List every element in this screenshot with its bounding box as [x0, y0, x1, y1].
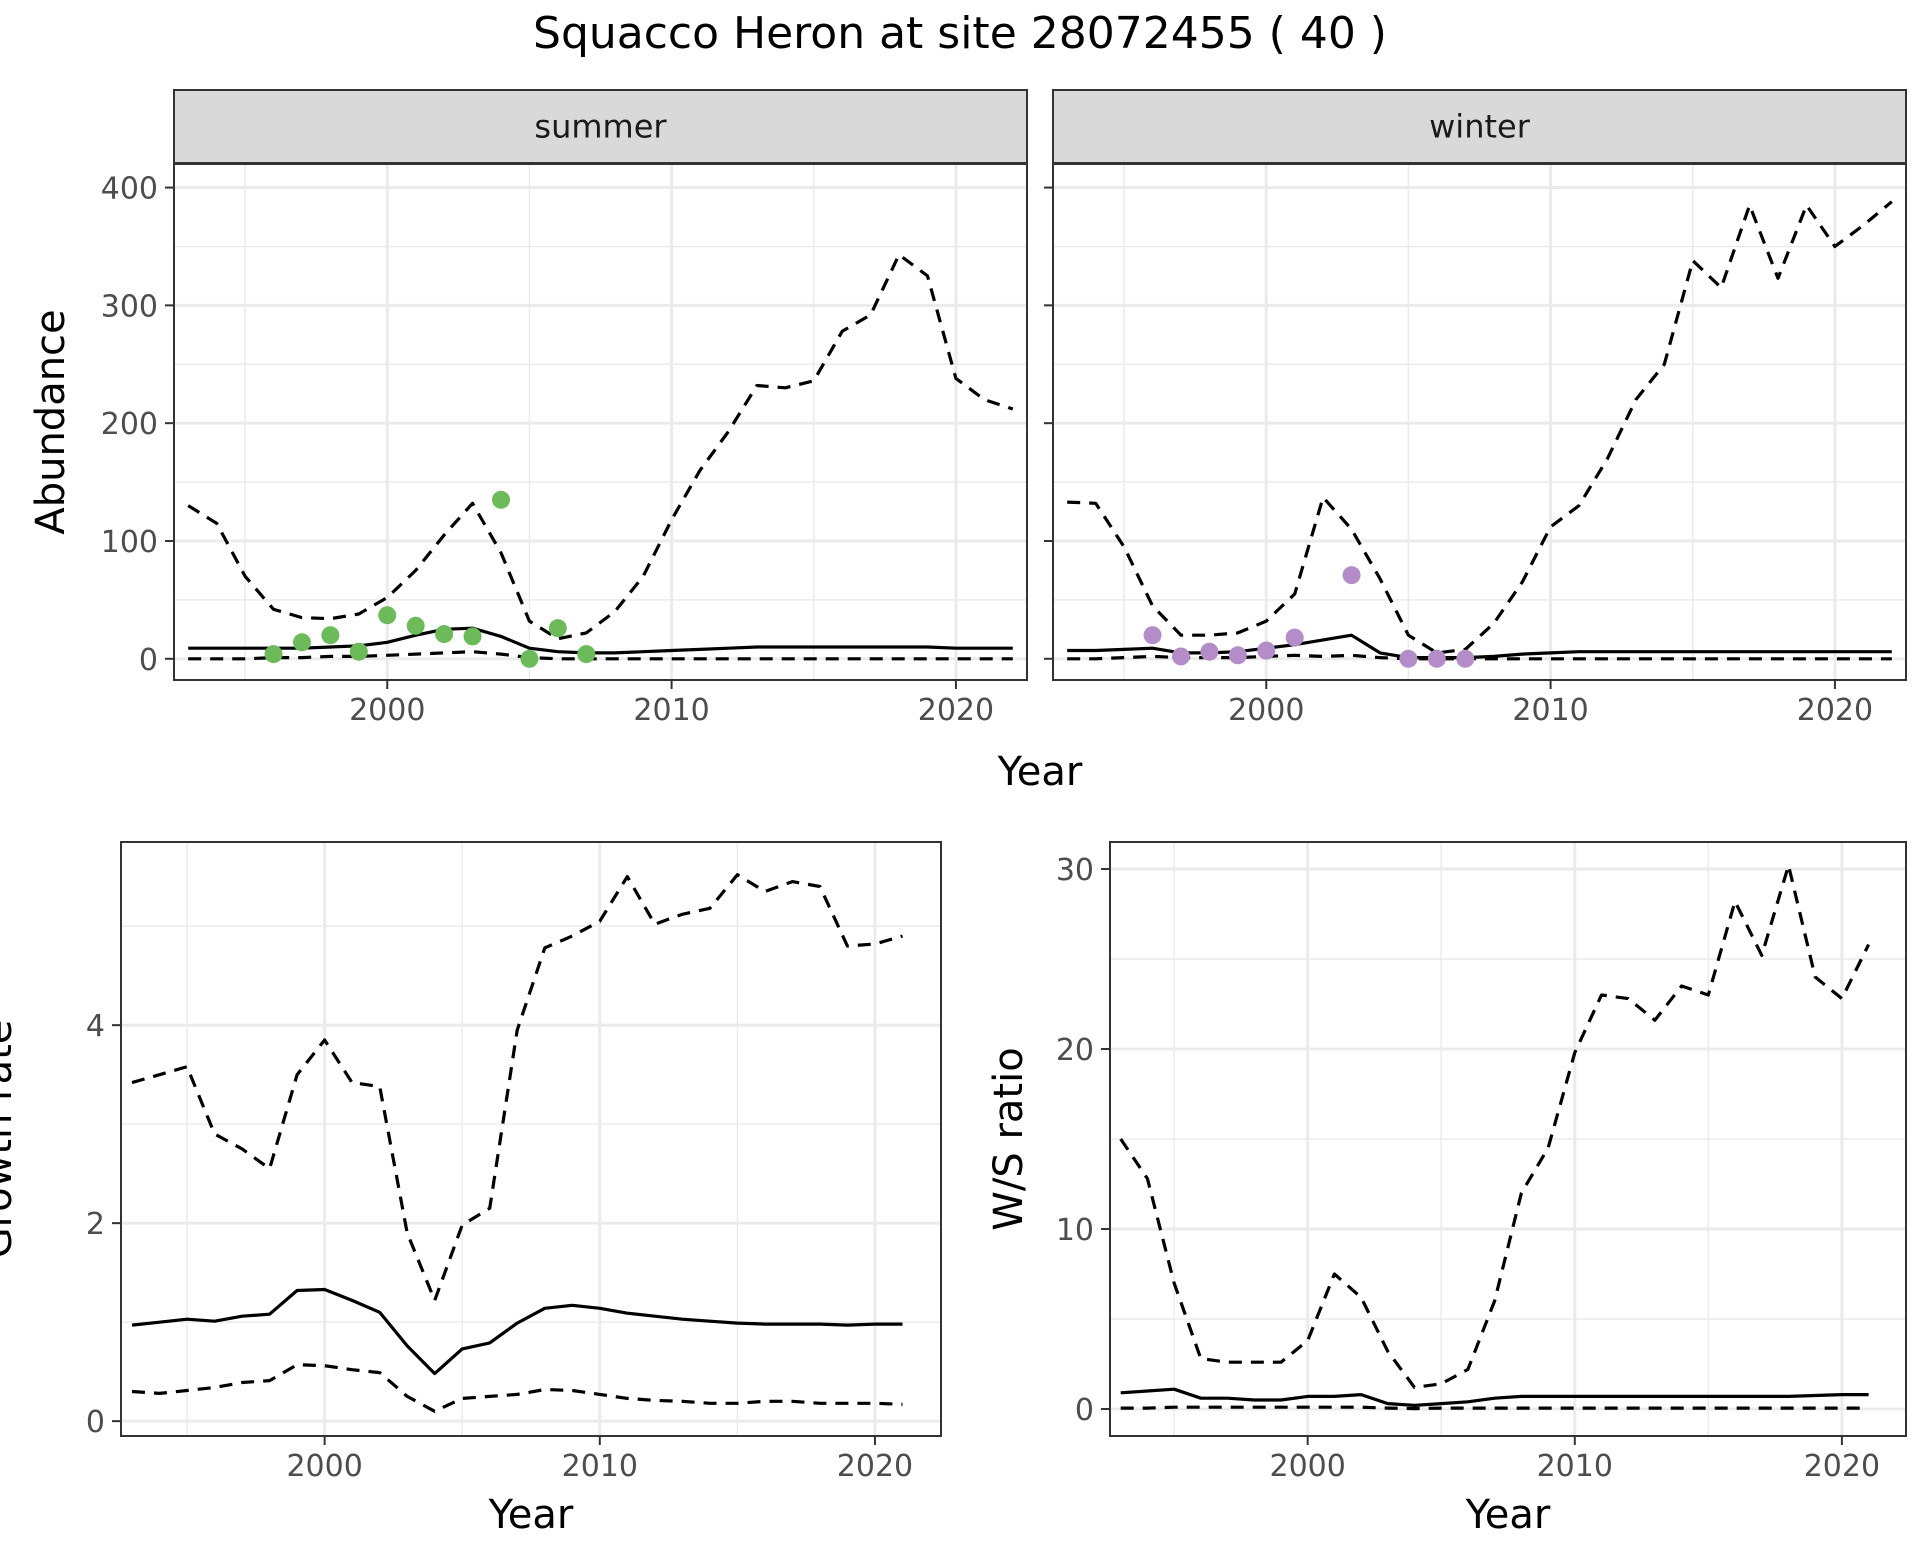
- panel-plot-3: 2000 2010 2020 0 2 4 Growth rate Year: [0, 841, 942, 1538]
- series-line-upper: [1067, 200, 1893, 655]
- facet-strip-label: winter: [1429, 108, 1531, 146]
- series-line-estimate: [1120, 1387, 1869, 1407]
- y-tick-label: 20: [1056, 1033, 1094, 1068]
- x-axis-title: Year: [1465, 1492, 1551, 1538]
- y-tick-label: 0: [86, 1405, 105, 1440]
- y-tick-label: 4: [86, 1009, 105, 1044]
- data-point: [264, 645, 283, 664]
- x-tick-label: 2010: [1537, 1449, 1613, 1484]
- panel-summer: summer 2000 2010 2020 0 100 200 300 400 Abundance: [28, 89, 1028, 728]
- data-point: [1200, 642, 1219, 661]
- data-point: [1456, 649, 1475, 668]
- y-tick-label: 300: [101, 289, 158, 324]
- y-tick-label: 10: [1056, 1213, 1094, 1248]
- x-axis-title-top: Year: [997, 749, 1083, 795]
- x-tick-label: 2020: [1804, 1449, 1880, 1484]
- facet-strip-label: summer: [534, 108, 667, 146]
- data-point: [1228, 646, 1247, 665]
- x-tick-label: 2010: [633, 693, 709, 728]
- y-tick-label: 0: [139, 643, 158, 678]
- panel-plot-4: 2000 2010 2020 0 10 20 30 W/S ratio Year: [986, 841, 1907, 1538]
- data-point: [548, 619, 567, 638]
- y-axis-title: Growth rate: [0, 1020, 21, 1259]
- panel-winter: winter 2000 2010 2020: [1044, 89, 1907, 728]
- x-tick-label: 2010: [1512, 693, 1588, 728]
- panel-border: [1109, 841, 1907, 1437]
- y-tick-label: 30: [1056, 853, 1094, 888]
- data-point: [406, 616, 425, 635]
- x-tick-label: 2020: [1797, 693, 1873, 728]
- data-point: [349, 642, 368, 661]
- series-line-upper: [131, 873, 903, 1302]
- x-axis-title: Year: [488, 1492, 574, 1538]
- facet-strip: [1052, 89, 1907, 164]
- y-axis-title: Abundance: [28, 309, 74, 534]
- data-point: [321, 626, 340, 645]
- x-tick-label: 2000: [286, 1449, 362, 1484]
- data-point: [435, 625, 454, 644]
- series-line-upper: [187, 253, 1014, 641]
- series-line-upper: [1119, 863, 1871, 1389]
- panel-border: [120, 841, 942, 1437]
- y-axis-title: W/S ratio: [986, 1047, 1032, 1230]
- data-point: [378, 606, 397, 625]
- series-line-lower: [1120, 1405, 1869, 1411]
- y-tick-label: 400: [101, 172, 158, 207]
- x-tick-label: 2000: [1228, 693, 1304, 728]
- facet-strip: [173, 89, 1028, 164]
- data-point: [491, 490, 510, 509]
- series-line-lower: [188, 650, 1013, 661]
- y-tick-label: 100: [101, 525, 158, 560]
- x-tick-label: 2010: [562, 1449, 638, 1484]
- series-line-estimate: [131, 1287, 903, 1376]
- x-tick-label: 2020: [837, 1449, 913, 1484]
- y-tick-label: 2: [86, 1207, 105, 1242]
- data-point: [1143, 626, 1162, 645]
- x-tick-label: 2020: [918, 693, 994, 728]
- data-point: [1171, 647, 1190, 666]
- x-tick-label: 2000: [1269, 1449, 1345, 1484]
- series-line-lower: [131, 1363, 903, 1413]
- data-point: [1285, 628, 1304, 647]
- series-line-estimate: [188, 626, 1013, 655]
- data-point: [292, 633, 311, 652]
- figure-title: Squacco Heron at site 28072455 ( 40 ): [533, 8, 1387, 59]
- data-point: [1427, 649, 1446, 668]
- data-point: [463, 627, 482, 646]
- y-tick-label: 200: [101, 407, 158, 442]
- data-point: [1342, 566, 1361, 585]
- data-point: [1399, 649, 1418, 668]
- data-point: [1257, 641, 1276, 660]
- y-tick-label: 0: [1075, 1393, 1094, 1428]
- data-point: [520, 649, 539, 668]
- data-point: [577, 645, 596, 664]
- x-tick-label: 2000: [349, 693, 425, 728]
